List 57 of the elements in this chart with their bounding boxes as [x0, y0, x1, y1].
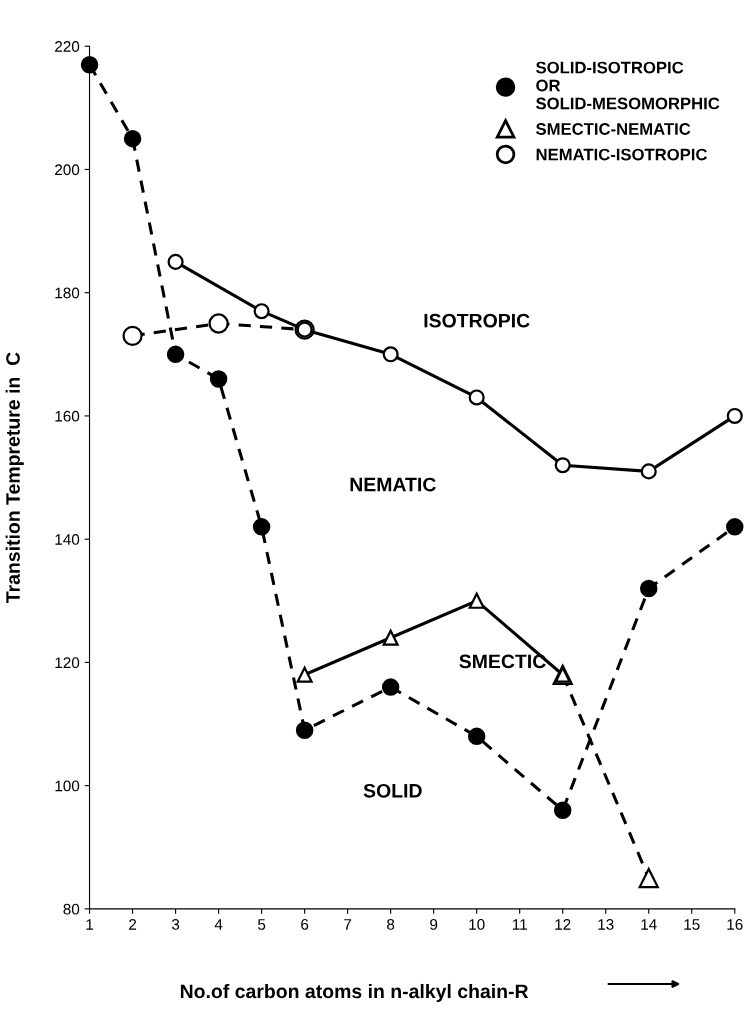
- x-tick-label: 11: [512, 919, 527, 930]
- y-tick-label: 160: [55, 410, 80, 422]
- legend-label: SOLID-ISOTROPIC OR SOLID-MESOMORPHIC: [536, 61, 720, 110]
- x-tick-label: 14: [641, 919, 657, 930]
- legend-label: SMECTIC-NEMATIC: [536, 123, 691, 135]
- x-tick-label: 3: [171, 919, 180, 930]
- y-tick-label: 120: [55, 657, 80, 669]
- point: [468, 389, 485, 406]
- x-tick-label: 2: [129, 919, 137, 930]
- annotation: ISOTROPIC: [424, 313, 530, 328]
- point: [382, 629, 399, 646]
- point: [553, 801, 572, 820]
- point: [209, 370, 228, 388]
- point: [123, 129, 142, 148]
- x-tick-label: 5: [257, 919, 266, 930]
- legend-label: NEMATIC-ISOTROPIC: [536, 148, 708, 161]
- point: [639, 579, 658, 598]
- x-tick-label: 10: [469, 919, 485, 930]
- point: [122, 325, 143, 346]
- point: [167, 253, 184, 270]
- point: [253, 303, 270, 320]
- x-axis-title: No.of carbon atoms in n-alkyl chain-R: [180, 983, 529, 1003]
- point: [467, 727, 486, 746]
- point: [726, 518, 744, 536]
- point: [80, 55, 99, 74]
- y-axis-title: Transition Tempreture in C: [5, 352, 24, 604]
- point: [252, 518, 271, 536]
- x-tick-label: 12: [555, 919, 571, 930]
- x-tick-label: 8: [387, 919, 395, 930]
- y-tick-label: 180: [55, 287, 80, 299]
- x-tick-label: 15: [684, 919, 700, 930]
- point: [381, 678, 400, 696]
- x-tick-label: 16: [727, 919, 743, 930]
- annotation: SMECTIC: [459, 654, 546, 669]
- point: [382, 346, 399, 363]
- y-tick-label: 200: [55, 164, 80, 176]
- point: [726, 407, 743, 424]
- point: [166, 345, 185, 364]
- annotation: NEMATIC: [350, 477, 436, 492]
- point: [640, 463, 657, 480]
- point: [208, 313, 229, 334]
- x-tick-label: 9: [430, 919, 438, 930]
- x-tick-label: 13: [598, 919, 614, 930]
- x-tick-label: 1: [86, 919, 94, 930]
- point: [554, 457, 571, 474]
- point: [295, 721, 314, 739]
- y-tick-label: 80: [63, 903, 80, 915]
- point: [468, 592, 485, 609]
- point: [638, 867, 659, 889]
- point: [296, 666, 313, 683]
- y-tick-label: 100: [55, 780, 80, 792]
- annotation: SOLID: [363, 783, 422, 798]
- y-tick-label: 220: [55, 41, 80, 52]
- y-tick-label: 140: [55, 534, 80, 545]
- x-tick-label: 4: [214, 919, 223, 930]
- x-tick-label: 6: [301, 919, 309, 930]
- x-tick-label: 7: [344, 919, 352, 930]
